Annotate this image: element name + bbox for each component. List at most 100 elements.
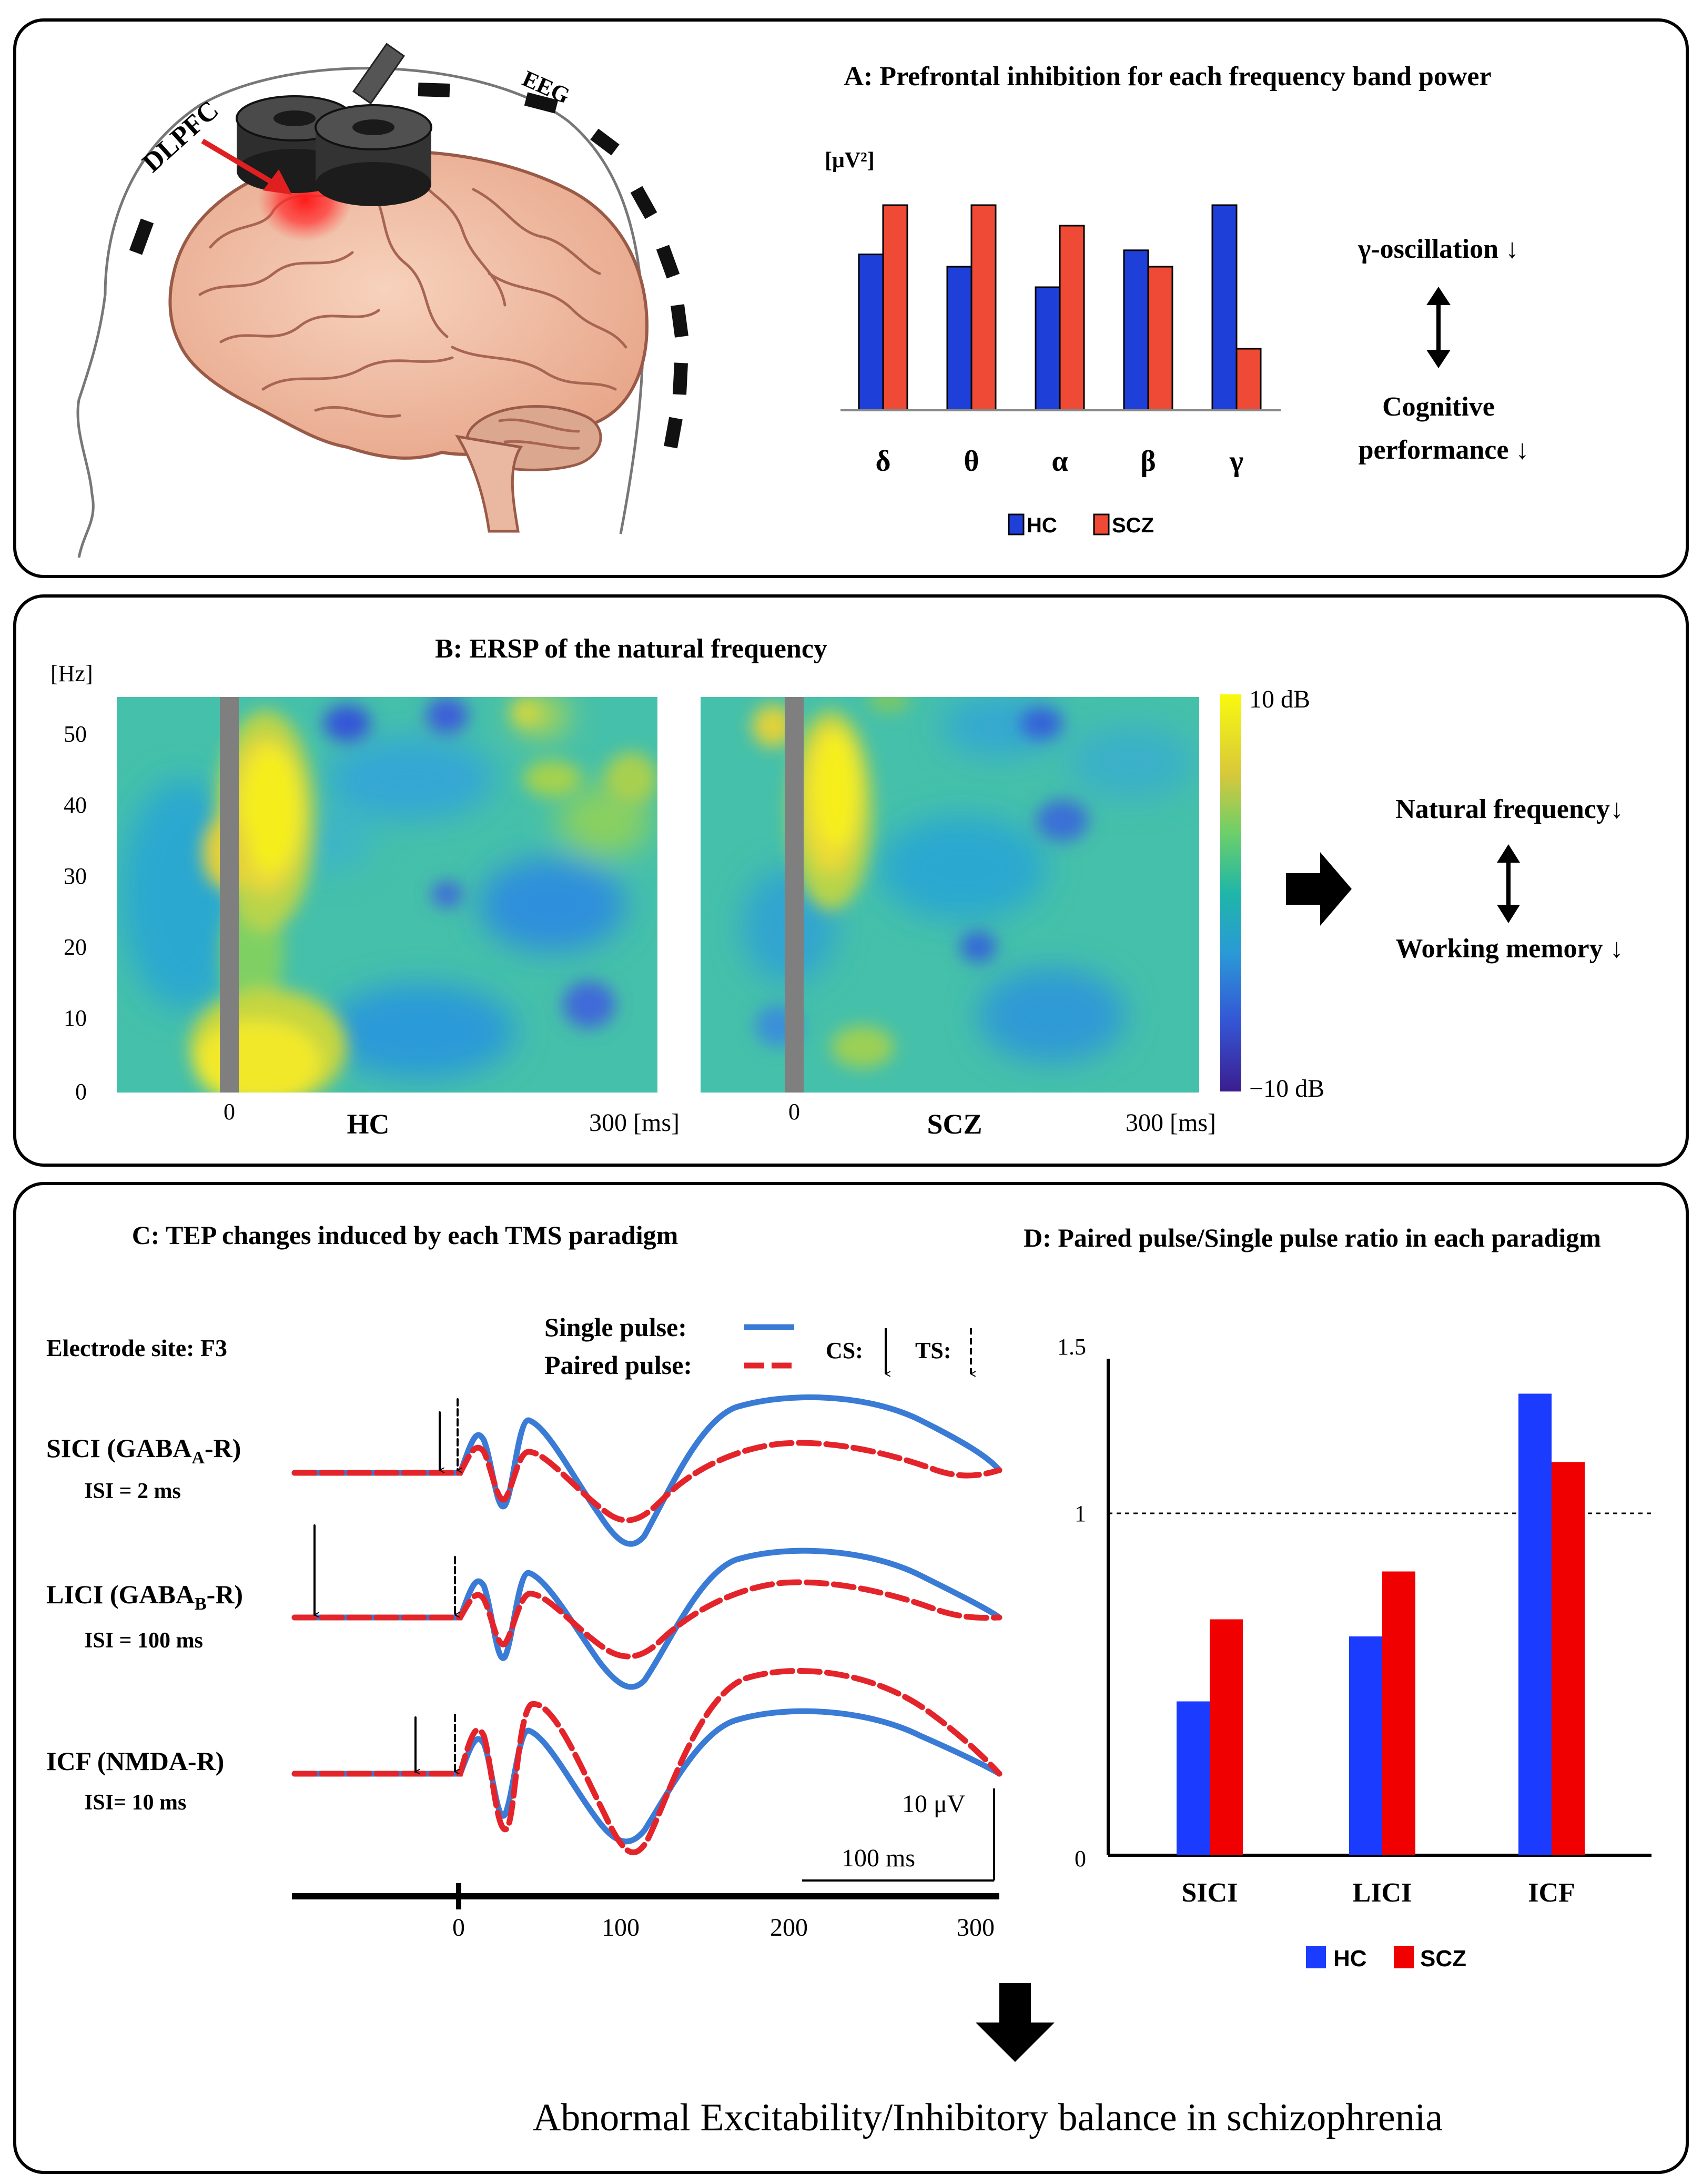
scz-end-label: 300 [ms] xyxy=(1126,1109,1216,1137)
panel-a-side-bottom-1: Cognitive xyxy=(1382,392,1495,422)
hc-end-label: 300 [ms] xyxy=(589,1109,680,1137)
panel-b-y-ticks: 50 40 30 20 10 0 xyxy=(64,721,87,1105)
panel-a-title: A: Prefrontal inhibition for each freque… xyxy=(844,62,1491,92)
bar-scz-1 xyxy=(970,204,997,411)
legend-paired-label: Paired pulse: xyxy=(544,1350,692,1380)
panel-cd-frame xyxy=(13,1182,1689,2174)
d-bar-scz-sici xyxy=(1210,1619,1243,1855)
b-ytick-20: 20 xyxy=(64,934,87,960)
icf-single-trace xyxy=(291,1708,1002,1845)
tms-artifact-bar-scz xyxy=(785,697,804,1093)
d-legend-scz-swatch xyxy=(1394,1946,1414,1968)
category-label-4: γ xyxy=(1229,445,1243,478)
panel-d-y-ticks: 1.5 1 0 xyxy=(1057,1334,1086,1872)
d-legend-hc-swatch xyxy=(1306,1946,1326,1968)
sici-paired-trace xyxy=(291,1440,1002,1523)
panel-b-side-bottom: Working memory ↓ xyxy=(1395,934,1623,964)
dlpfc-label: DLPFC xyxy=(137,95,225,178)
d-bar-scz-lici xyxy=(1382,1571,1415,1855)
heatmap-scz xyxy=(701,697,1199,1093)
electrode-label: Electrode site: F3 xyxy=(46,1334,227,1361)
bar-hc-1 xyxy=(946,266,972,411)
bar-hc-3 xyxy=(1123,249,1149,411)
panel-d-bars xyxy=(1177,1393,1585,1855)
time-tick-0: 0 xyxy=(452,1914,465,1942)
panel-d-categories: SICI LICI ICF xyxy=(1182,1878,1575,1908)
colorbar-max-label: 10 dB xyxy=(1249,685,1310,713)
panel-a-side-bottom-2: performance ↓ xyxy=(1359,435,1529,465)
scale-uv-label: 10 μV xyxy=(902,1790,966,1818)
hc-zero-label: 0 xyxy=(224,1099,235,1125)
panel-c-title: C: TEP changes induced by each TMS parad… xyxy=(132,1220,678,1250)
lici-label: LICI (GABAB-R) xyxy=(46,1580,243,1614)
category-label-0: δ xyxy=(875,445,890,478)
legend-scz-swatch xyxy=(1093,513,1110,535)
colorbar-min-label: −10 dB xyxy=(1249,1075,1324,1103)
b-ytick-30: 30 xyxy=(64,863,87,889)
d-category-sici: SICI xyxy=(1182,1878,1238,1908)
brainstem xyxy=(455,434,523,533)
bar-scz-2 xyxy=(1059,225,1085,411)
conclusion-text: Abnormal Excitability/Inhibitory balance… xyxy=(533,2096,1443,2139)
time-tick-300: 300 xyxy=(957,1914,995,1942)
b-ytick-0: 0 xyxy=(75,1079,87,1105)
panel-a-unit: [μV²] xyxy=(825,148,875,173)
b-ytick-50: 50 xyxy=(64,721,87,747)
time-tick-100: 100 xyxy=(602,1914,640,1942)
legend-scz-label: SCZ xyxy=(1112,514,1154,537)
hc-heatmap-label: HC xyxy=(347,1108,390,1140)
d-bar-hc-sici xyxy=(1177,1701,1210,1855)
d-ytick-1: 1 xyxy=(1075,1501,1086,1526)
d-bar-hc-lici xyxy=(1349,1636,1382,1855)
icf-isi: ISI= 10 ms xyxy=(84,1791,186,1815)
scale-bar: 10 μV 100 ms xyxy=(802,1788,995,1882)
bar-hc-4 xyxy=(1211,204,1238,411)
panel-b-side-top: Natural frequency↓ xyxy=(1395,794,1624,824)
double-arrow-b xyxy=(1497,844,1520,923)
category-label-2: α xyxy=(1051,445,1068,478)
double-arrow-a xyxy=(1426,287,1451,368)
sici-label: SICI (GABAA-R) xyxy=(46,1433,241,1468)
panel-a-frame xyxy=(13,18,1689,578)
cs-label: CS: xyxy=(826,1338,863,1363)
icf-label: ICF (NMDA-R) xyxy=(46,1746,224,1776)
bar-scz-3 xyxy=(1147,266,1173,411)
tep-waveforms xyxy=(291,1394,1002,1855)
tms-coil xyxy=(236,43,432,206)
lici-paired-trace xyxy=(291,1579,1002,1660)
legend-hc-label: HC xyxy=(1027,514,1057,537)
sici-single-trace xyxy=(291,1394,1002,1547)
d-bar-scz-icf xyxy=(1552,1462,1585,1855)
category-label-3: β xyxy=(1140,445,1156,478)
b-ytick-10: 10 xyxy=(64,1005,87,1031)
bar-scz-4 xyxy=(1235,348,1262,411)
tms-artifact-bar-hc xyxy=(220,697,239,1093)
panel-a-bars xyxy=(858,204,1262,411)
d-legend-scz-label: SCZ xyxy=(1420,1946,1466,1971)
scale-ms-label: 100 ms xyxy=(842,1844,915,1872)
paradigm-labels: SICI (GABAA-R) ISI = 2 ms LICI (GABAB-R)… xyxy=(46,1433,243,1815)
lici-single-trace xyxy=(291,1548,1002,1690)
panel-d-title: D: Paired pulse/Single pulse ratio in ea… xyxy=(1024,1223,1601,1252)
panel-b-arrow xyxy=(1286,852,1352,926)
scz-heatmap-label: SCZ xyxy=(927,1108,982,1140)
bar-hc-2 xyxy=(1035,286,1061,411)
conclusion-arrow xyxy=(976,1983,1055,2062)
head-brain-illustration: EEG xyxy=(76,43,688,558)
ts-label: TS: xyxy=(915,1338,951,1363)
head-outline xyxy=(76,67,645,558)
d-legend-hc-label: HC xyxy=(1333,1946,1367,1971)
colorbar xyxy=(1220,694,1241,1091)
lici-isi: ISI = 100 ms xyxy=(84,1629,203,1653)
panel-b-frame xyxy=(13,594,1689,1167)
b-ytick-40: 40 xyxy=(64,792,87,818)
bar-hc-0 xyxy=(858,254,884,411)
panel-a-legend: HC SCZ xyxy=(1008,513,1154,537)
d-category-icf: ICF xyxy=(1528,1878,1575,1908)
panel-b-title: B: ERSP of the natural frequency xyxy=(435,634,827,664)
legend-hc-swatch xyxy=(1008,513,1025,535)
legend-single-label: Single pulse: xyxy=(544,1312,687,1342)
heatmap-hc xyxy=(117,697,657,1093)
